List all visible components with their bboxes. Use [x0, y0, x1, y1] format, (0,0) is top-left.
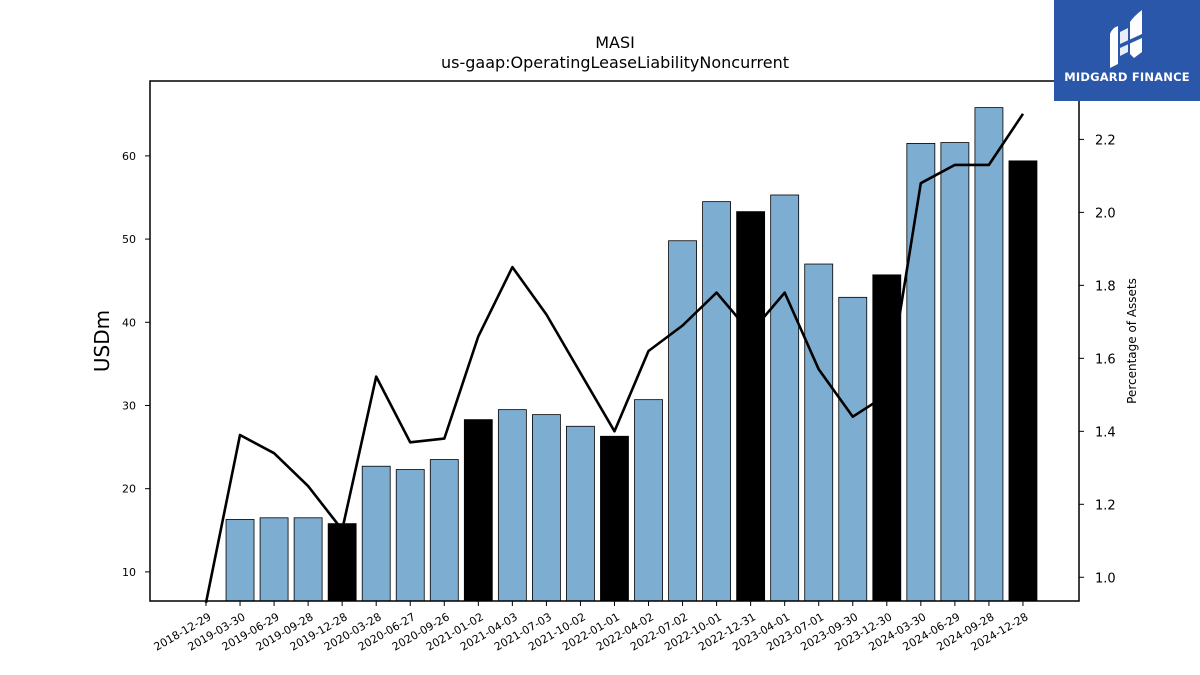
- logo-text: MIDGARD FINANCE: [1064, 70, 1190, 84]
- bar-2024-09-28: [974, 107, 1004, 602]
- bar-2024-06-29: [940, 142, 970, 602]
- bar-2019-06-29: [259, 517, 289, 602]
- y-tick-label: 50: [122, 233, 136, 246]
- y-tick-label: 30: [122, 399, 136, 412]
- y2-tick-label: 1.6: [1095, 352, 1116, 367]
- chart-subtitle: us-gaap:OperatingLeaseLiabilityNoncurren…: [441, 53, 789, 72]
- bar-2019-03-30: [225, 519, 255, 602]
- y2-tick-label: 2.2: [1095, 133, 1116, 148]
- y2-tick-label: 1.0: [1095, 571, 1116, 586]
- y2-tick-label: 1.4: [1095, 425, 1116, 440]
- bar-2022-12-31: [736, 211, 766, 602]
- bar-2019-09-28: [293, 517, 323, 602]
- bar-2021-01-02: [463, 419, 493, 602]
- bar-2024-03-30: [906, 142, 936, 602]
- bar-2022-01-01: [600, 435, 629, 602]
- bar-2023-12-30: [872, 274, 902, 602]
- bar-2023-04-01: [770, 194, 800, 602]
- line-layer: [204, 113, 1025, 604]
- bar-2024-12-28: [1008, 160, 1038, 602]
- y2-tick-label: 2.0: [1095, 206, 1116, 221]
- bar-2020-09-26: [429, 459, 459, 602]
- y2-axis-label: Percentage of Assets: [1125, 278, 1139, 404]
- bar-2022-04-02: [634, 399, 663, 602]
- bar-2023-09-30: [838, 296, 868, 602]
- y-tick-label: 20: [122, 483, 136, 496]
- bar-2022-10-01: [702, 201, 731, 602]
- bar-2020-06-27: [395, 469, 425, 602]
- y-tick-label: 60: [122, 150, 136, 163]
- midgard-logo-icon: [1110, 10, 1142, 68]
- bar-2021-07-03: [532, 414, 561, 602]
- midgard-finance-logo: MIDGARD FINANCE: [1054, 0, 1200, 101]
- bar-2023-07-01: [804, 263, 834, 602]
- y-tick-label: 10: [122, 566, 136, 579]
- y2-tick-label: 1.8: [1095, 279, 1116, 294]
- bar-2020-03-28: [361, 465, 391, 602]
- bar-2021-10-02: [566, 425, 595, 602]
- percentage-line: [204, 113, 1025, 604]
- bars-layer: [225, 107, 1038, 602]
- bar-2022-07-02: [668, 240, 697, 602]
- bar-2019-12-28: [327, 523, 357, 602]
- y2-tick-label: 1.2: [1095, 498, 1116, 513]
- y-tick-label: 40: [122, 316, 136, 329]
- bar-2021-04-03: [497, 409, 527, 602]
- y-axis-label: USDm: [90, 310, 114, 372]
- chart-title: MASI: [595, 33, 635, 52]
